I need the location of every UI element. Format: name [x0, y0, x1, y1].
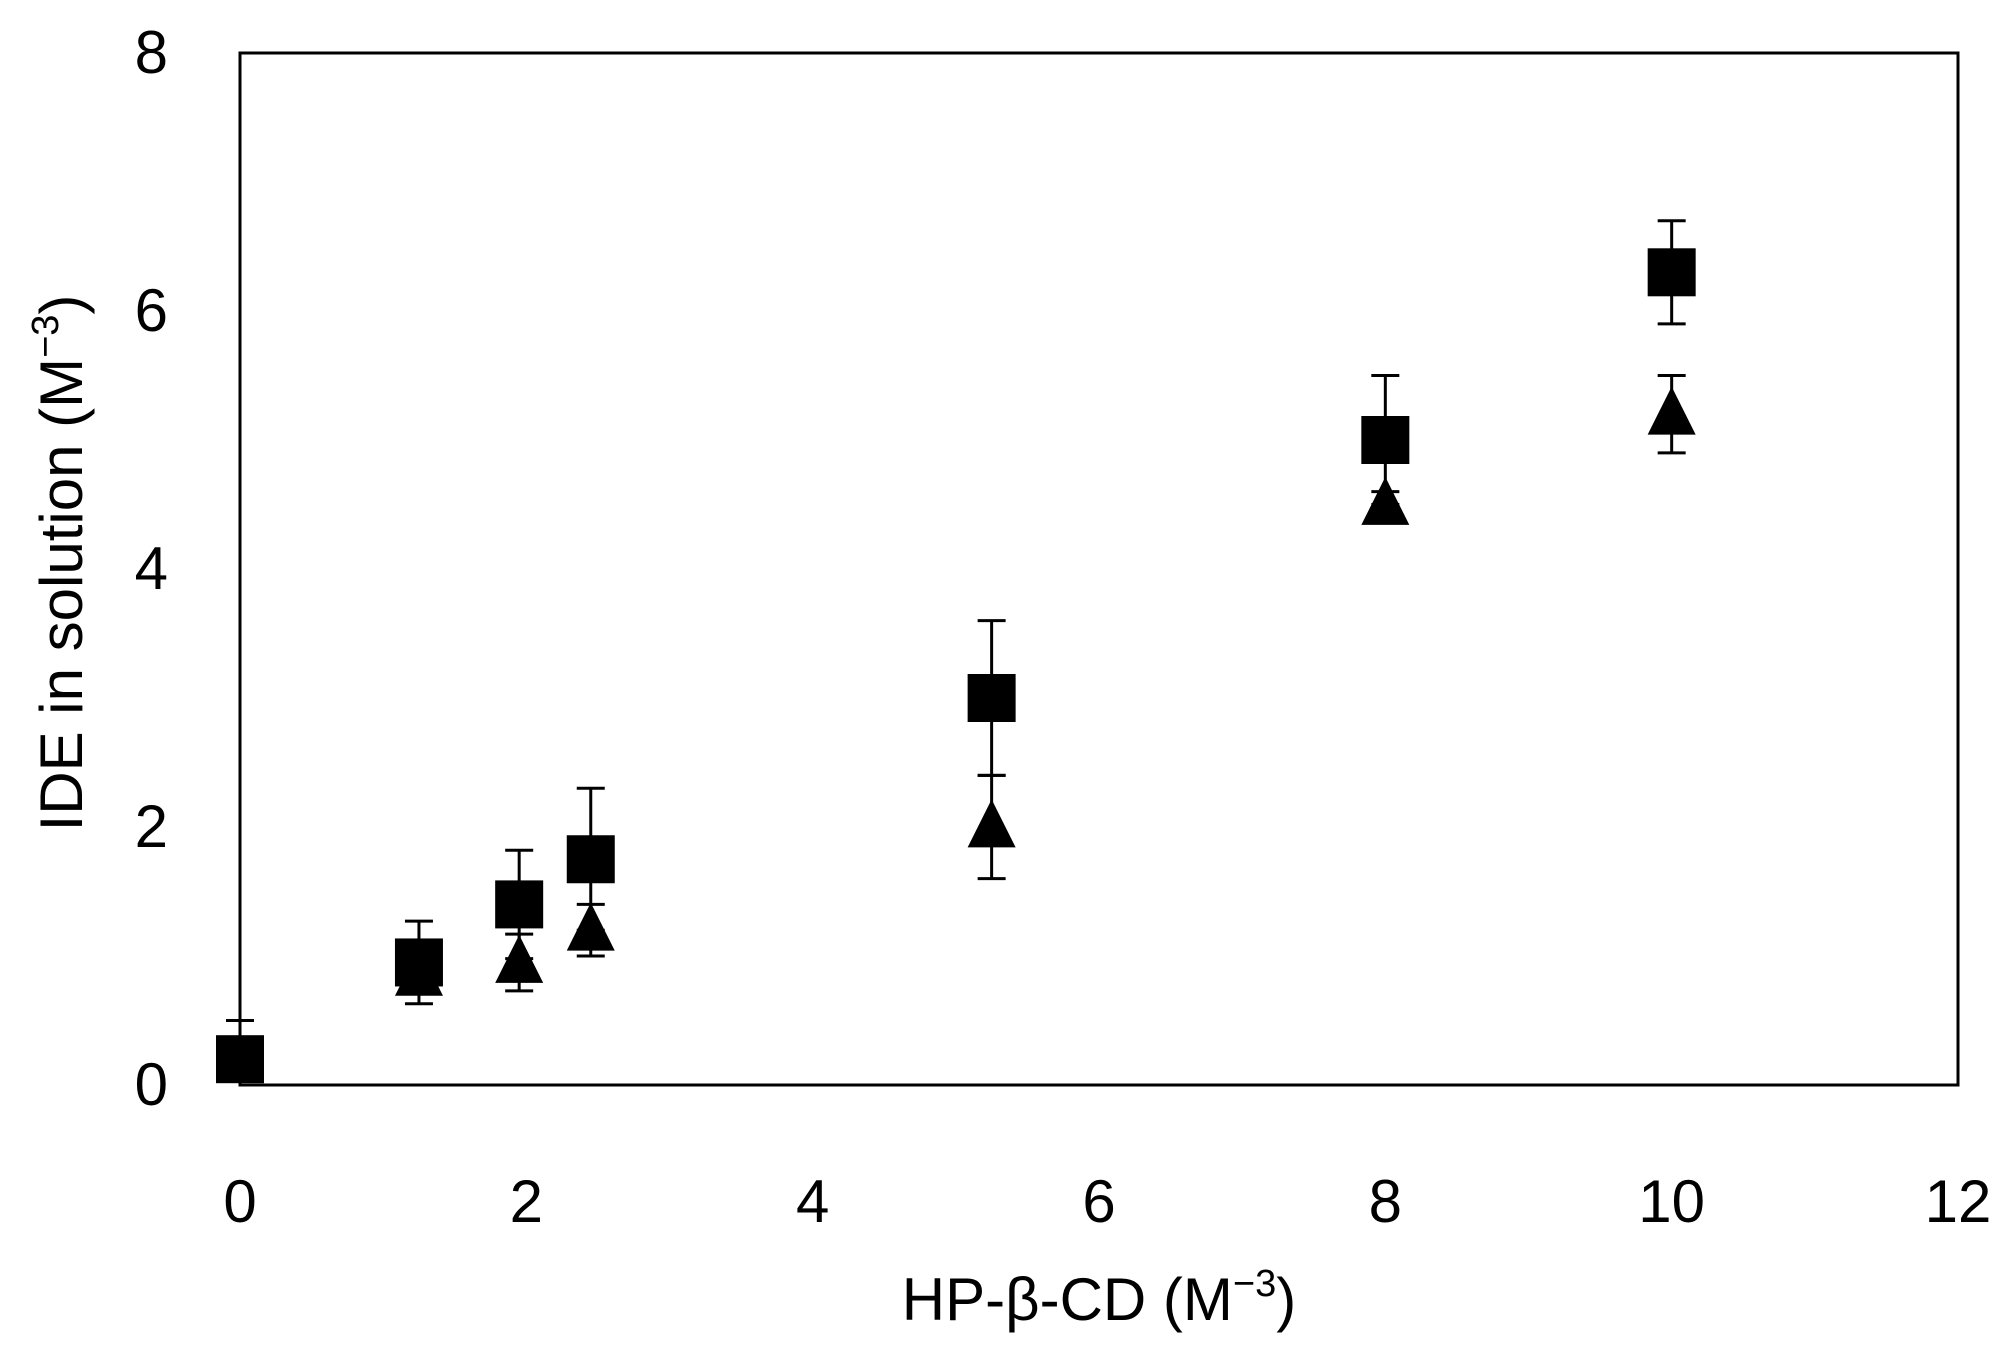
triangle-marker — [495, 934, 544, 983]
plot-frame-layer — [238, 51, 1960, 1087]
x-tick-label: 12 — [1925, 1168, 1992, 1235]
axis-label-layer: HP-β-CD (M−3) IDE in solution (M−3) — [25, 295, 1296, 1333]
y-tick-label: 4 — [135, 535, 168, 602]
y-axis-label-text: IDE in solution (M — [28, 358, 95, 832]
triangle-marker — [1647, 386, 1696, 435]
x-axis-label-end: ) — [1276, 1266, 1296, 1333]
x-axis-label-text: HP-β-CD (M — [902, 1266, 1233, 1333]
y-axis-label: IDE in solution (M−3) — [25, 295, 95, 832]
square-marker — [1361, 416, 1410, 464]
y-axis-label-superscript: −3 — [25, 315, 67, 358]
square-marker — [495, 880, 544, 929]
x-tick-label: 0 — [223, 1168, 256, 1235]
y-tick-label: 8 — [135, 19, 168, 86]
triangle-marker — [394, 947, 443, 996]
triangle-marker — [967, 799, 1016, 848]
tick-layer: 0 2 4 6 8 10 12 0 2 4 6 8 — [135, 19, 1992, 1235]
plot-area-frame — [238, 51, 1960, 1087]
triangle-marker — [566, 902, 615, 951]
x-tick-label: 8 — [1369, 1168, 1402, 1235]
square-marker — [967, 674, 1016, 722]
marker-layer — [216, 248, 1696, 1084]
y-tick-label: 2 — [135, 793, 168, 860]
x-tick-label: 6 — [1082, 1168, 1115, 1235]
x-tick-label: 2 — [510, 1168, 543, 1235]
y-axis-label-end: ) — [28, 295, 95, 315]
triangle-marker — [1361, 476, 1410, 525]
square-marker — [216, 1035, 264, 1084]
square-marker — [1647, 248, 1696, 297]
y-tick-label: 6 — [135, 277, 168, 344]
x-axis-label: HP-β-CD (M−3) — [902, 1263, 1296, 1333]
x-axis-label-superscript: −3 — [1233, 1263, 1276, 1305]
x-tick-label: 10 — [1638, 1168, 1705, 1235]
square-marker — [566, 835, 615, 884]
x-tick-label: 4 — [796, 1168, 829, 1235]
y-tick-label: 0 — [135, 1051, 168, 1118]
